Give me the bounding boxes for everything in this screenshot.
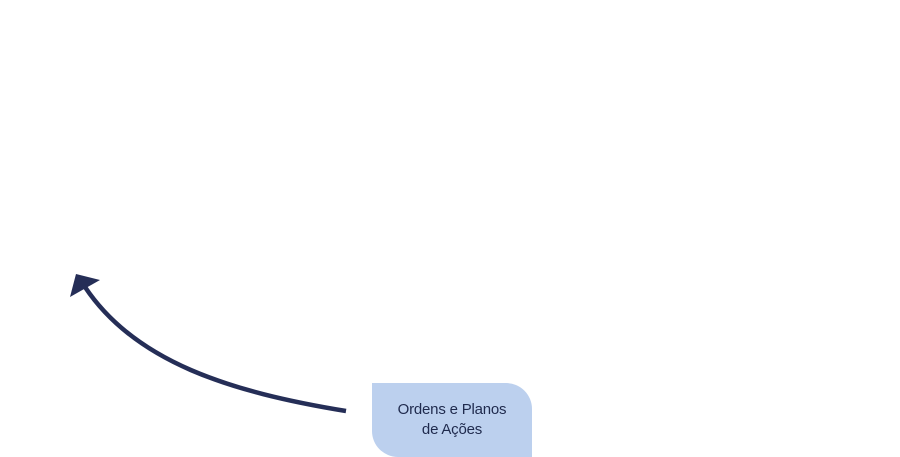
arrow-shaft (83, 285, 347, 414)
arrow-head (70, 274, 100, 297)
node-ordens-planos-acoes[interactable]: Ordens e Planos de Ações (372, 383, 532, 457)
node-label: Ordens e Planos de Ações (397, 401, 507, 438)
